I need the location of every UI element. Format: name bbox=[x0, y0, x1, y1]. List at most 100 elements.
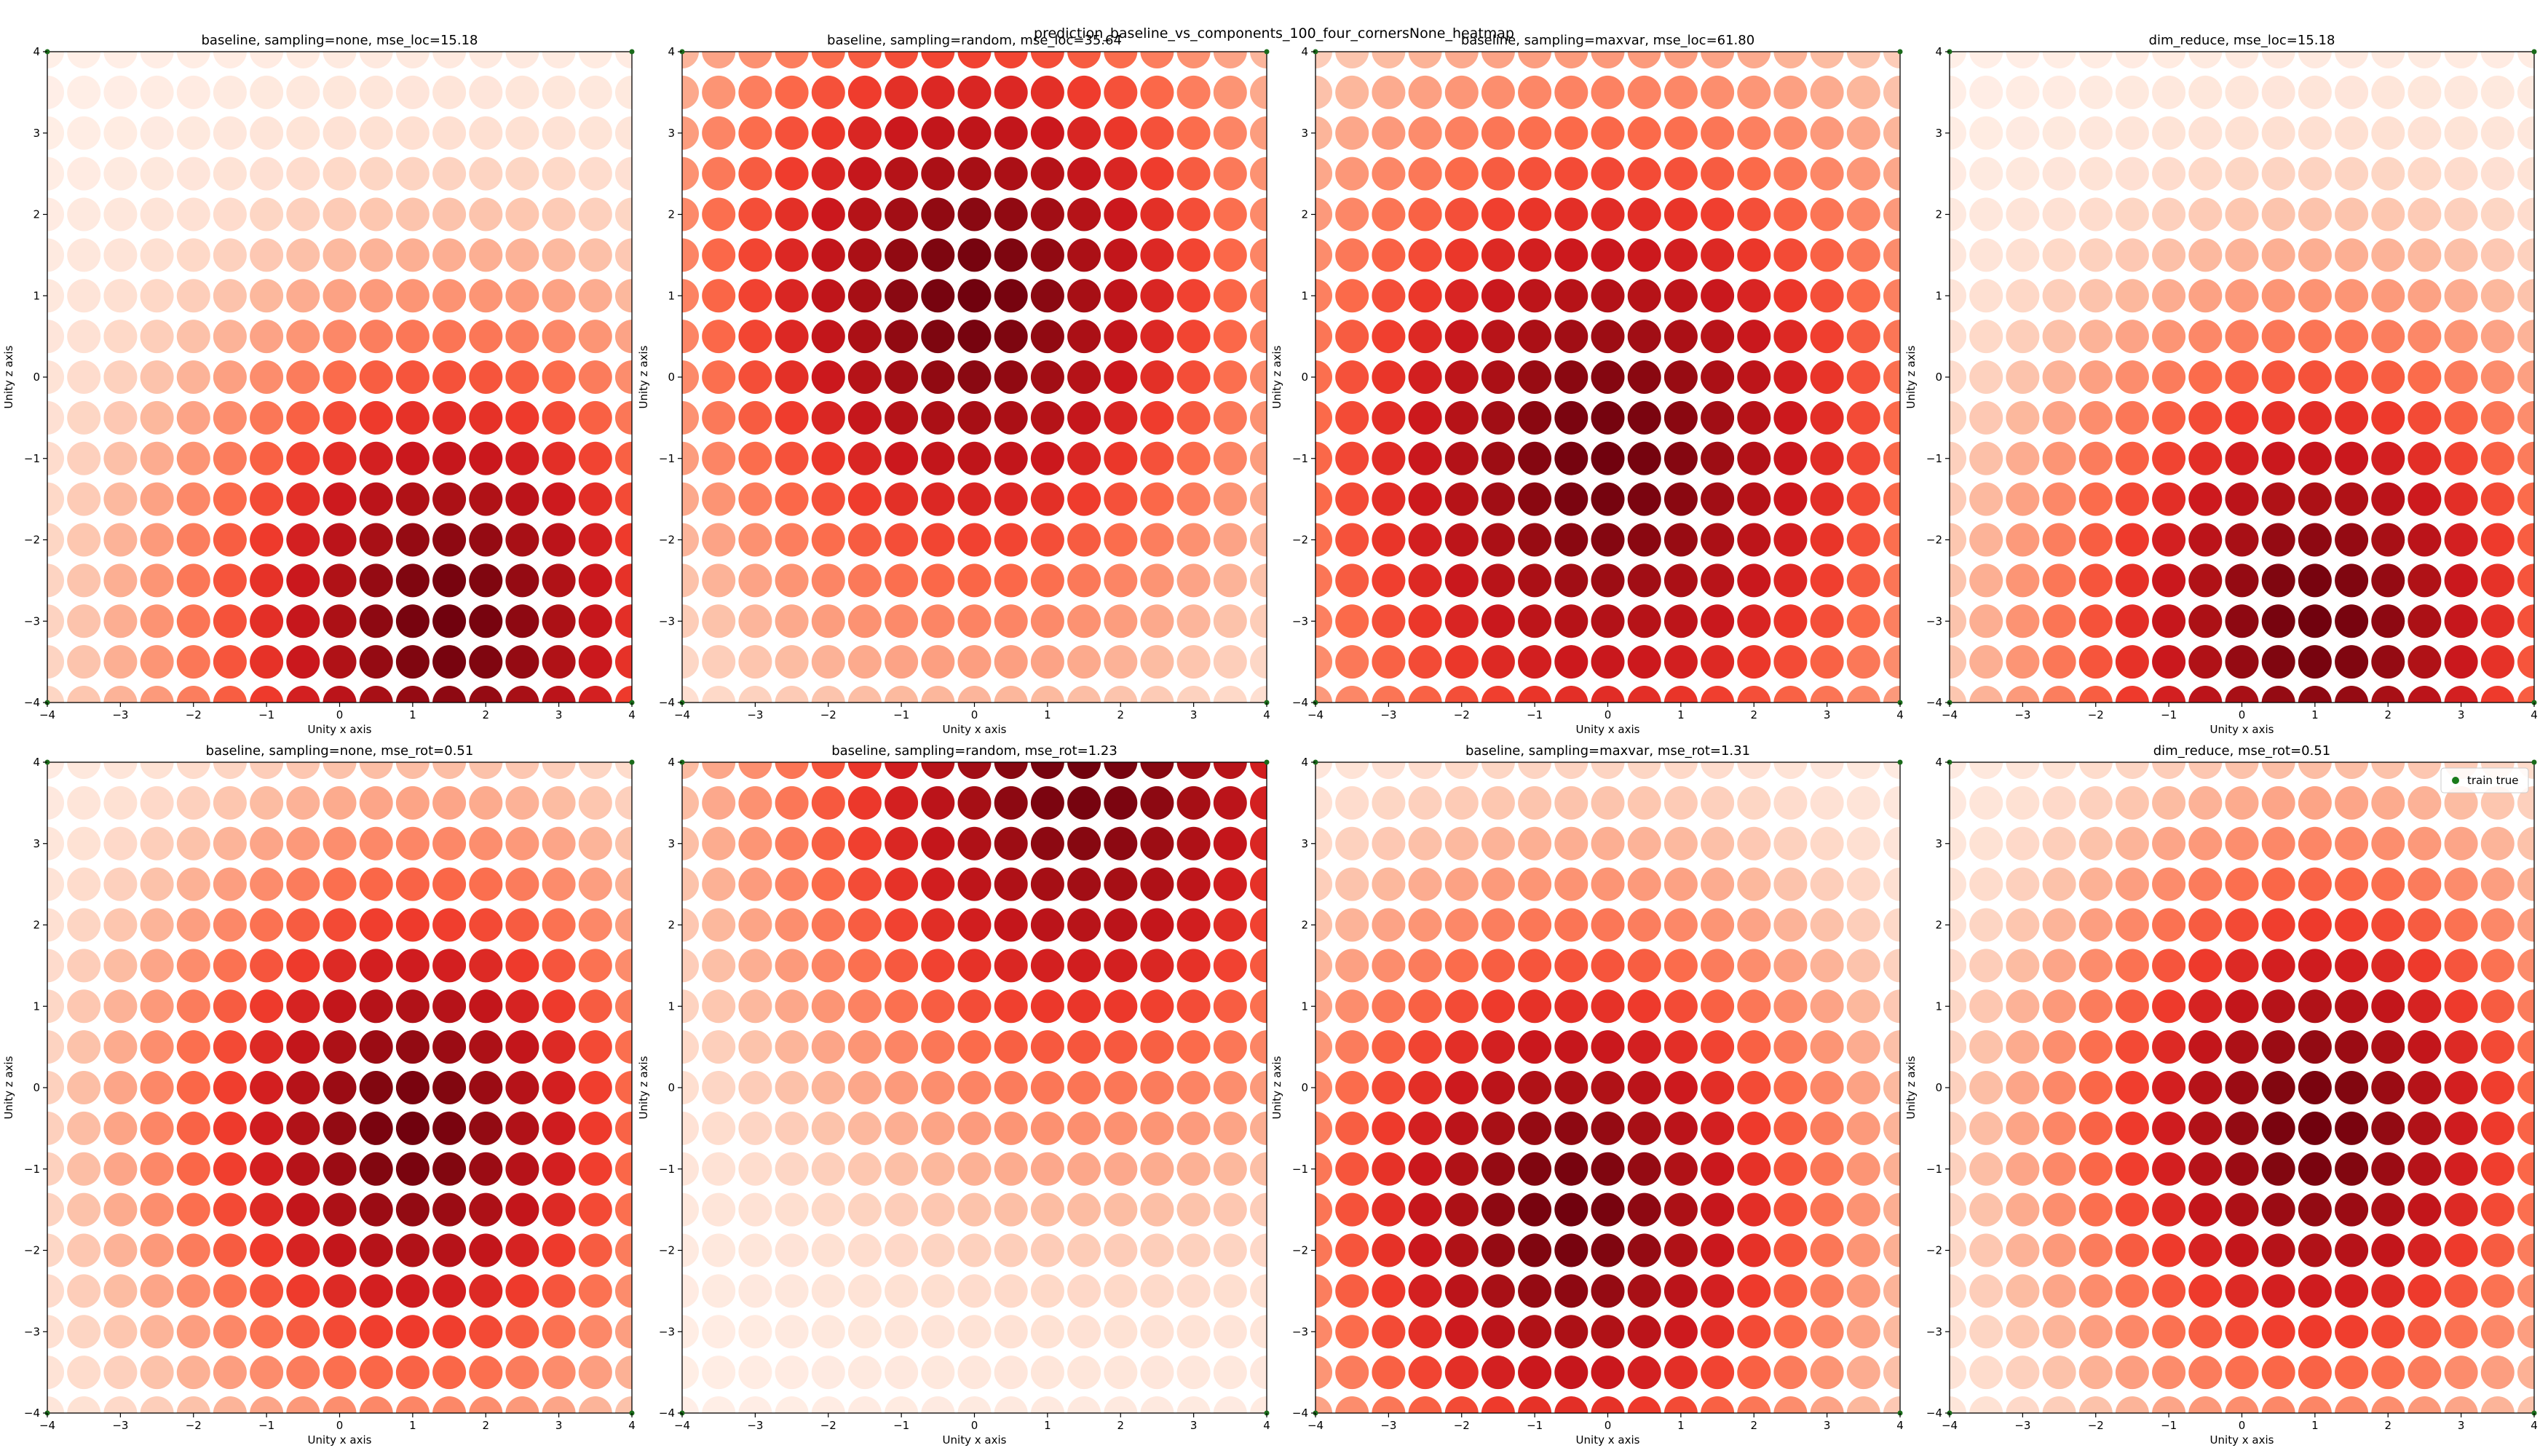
data-point bbox=[1701, 563, 1734, 597]
data-point bbox=[505, 116, 539, 150]
data-point bbox=[1811, 909, 1844, 942]
data-point bbox=[1518, 989, 1551, 1023]
data-point bbox=[2335, 909, 2368, 942]
data-point bbox=[1591, 1152, 1625, 1186]
data-point bbox=[1177, 1193, 1211, 1227]
data-point bbox=[1481, 320, 1515, 353]
data-point bbox=[2006, 1274, 2039, 1307]
data-point bbox=[469, 827, 502, 860]
data-point bbox=[775, 320, 809, 353]
data-point bbox=[1847, 523, 1880, 557]
data-point bbox=[2371, 360, 2405, 394]
data-point bbox=[1104, 1193, 1137, 1227]
y-tick-label: 4 bbox=[1301, 756, 1308, 769]
data-point bbox=[1031, 1071, 1064, 1104]
x-tick-label: 1 bbox=[1044, 1419, 1051, 1432]
y-tick-label: −4 bbox=[24, 696, 40, 709]
data-point bbox=[1811, 868, 1844, 901]
data-point bbox=[2225, 116, 2259, 150]
y-tick-label: −3 bbox=[659, 1325, 675, 1338]
data-point bbox=[775, 198, 809, 232]
data-point bbox=[1214, 442, 1247, 475]
data-point bbox=[2335, 645, 2368, 678]
y-tick-label: −4 bbox=[1292, 1406, 1308, 1420]
data-point bbox=[1031, 827, 1064, 860]
data-point bbox=[1664, 76, 1698, 109]
data-point bbox=[396, 1356, 430, 1389]
data-point bbox=[1811, 604, 1844, 638]
data-point bbox=[2517, 401, 2548, 435]
data-point bbox=[141, 645, 174, 678]
data-point bbox=[702, 279, 735, 312]
data-point bbox=[286, 604, 320, 638]
data-point bbox=[1628, 868, 1661, 901]
train-true-point bbox=[1898, 50, 1903, 55]
data-point bbox=[213, 1234, 247, 1267]
data-point bbox=[738, 1193, 772, 1227]
data-point bbox=[1737, 909, 1770, 942]
data-point bbox=[1591, 909, 1625, 942]
data-point bbox=[2043, 563, 2076, 597]
data-point bbox=[921, 1193, 954, 1227]
data-point bbox=[579, 1152, 612, 1186]
data-point bbox=[1177, 360, 1211, 394]
data-point bbox=[1214, 563, 1247, 597]
data-point bbox=[2445, 827, 2478, 860]
data-point bbox=[141, 827, 174, 860]
data-point bbox=[103, 645, 137, 678]
data-point bbox=[2079, 320, 2113, 353]
data-point bbox=[958, 442, 992, 475]
data-point bbox=[1773, 989, 1807, 1023]
data-point bbox=[1554, 76, 1588, 109]
data-point bbox=[1518, 401, 1551, 435]
data-point bbox=[2298, 949, 2332, 982]
data-point bbox=[1104, 1030, 1137, 1064]
data-point bbox=[2298, 1234, 2332, 1267]
data-point bbox=[250, 1315, 283, 1348]
data-point bbox=[2298, 401, 2332, 435]
data-point bbox=[1067, 989, 1101, 1023]
x-tick-label: −4 bbox=[1942, 1419, 1958, 1432]
data-point bbox=[360, 604, 393, 638]
data-point bbox=[2335, 198, 2368, 232]
data-point bbox=[775, 868, 809, 901]
data-point bbox=[250, 116, 283, 150]
data-point bbox=[141, 76, 174, 109]
data-point bbox=[505, 563, 539, 597]
data-point bbox=[921, 604, 954, 638]
data-point bbox=[2262, 157, 2295, 191]
data-point bbox=[848, 279, 882, 312]
data-point bbox=[2445, 563, 2478, 597]
data-point bbox=[1737, 563, 1770, 597]
data-point bbox=[738, 1152, 772, 1186]
data-point bbox=[1335, 238, 1369, 272]
data-point bbox=[2079, 523, 2113, 557]
data-point bbox=[1591, 198, 1625, 232]
data-point bbox=[432, 1193, 466, 1227]
data-point bbox=[1701, 604, 1734, 638]
x-tick-label: −3 bbox=[1380, 1419, 1396, 1432]
data-point bbox=[2262, 1193, 2295, 1227]
data-point bbox=[1409, 442, 1442, 475]
data-point bbox=[812, 786, 845, 820]
data-point bbox=[738, 116, 772, 150]
data-point bbox=[2371, 238, 2405, 272]
data-point bbox=[396, 238, 430, 272]
data-point bbox=[1214, 401, 1247, 435]
data-point bbox=[1177, 76, 1211, 109]
data-point bbox=[1104, 157, 1137, 191]
data-point bbox=[2298, 1152, 2332, 1186]
data-point bbox=[505, 442, 539, 475]
data-point bbox=[738, 279, 772, 312]
data-point bbox=[994, 1356, 1028, 1389]
data-point bbox=[432, 1234, 466, 1267]
y-axis-label: Unity z axis bbox=[1904, 1056, 1918, 1119]
data-point bbox=[579, 645, 612, 678]
data-point bbox=[1737, 1356, 1770, 1389]
data-point bbox=[1811, 989, 1844, 1023]
data-point bbox=[994, 1193, 1028, 1227]
data-point bbox=[1140, 442, 1174, 475]
data-point bbox=[2043, 868, 2076, 901]
data-point bbox=[250, 1112, 283, 1145]
data-point bbox=[2225, 1356, 2259, 1389]
